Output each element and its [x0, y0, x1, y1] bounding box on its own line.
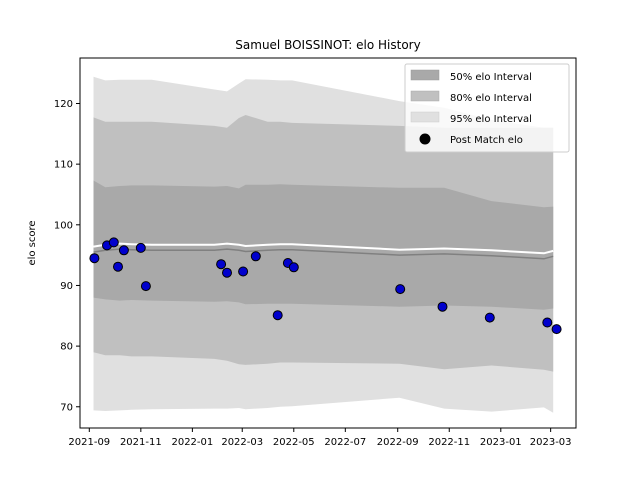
post-match-point [222, 267, 232, 278]
x-tick-label: 2022-09 [377, 437, 419, 448]
legend-marker-post-match [419, 133, 431, 145]
mean-highlight-line [93, 242, 554, 255]
legend-box [404, 63, 570, 153]
legend-label-50: 50% elo Interval [450, 72, 532, 83]
post-match-point [135, 242, 146, 253]
post-match-point [238, 266, 249, 277]
x-tick-label: 2022-11 [428, 437, 470, 448]
y-tick-label: 120 [54, 99, 73, 110]
y-tick-label: 110 [54, 160, 73, 171]
x-axis-ticks: 2021-09 2021-11 2022-01 2022-03 2022-05 2022-… [68, 428, 572, 448]
y-tick-label: 80 [60, 342, 73, 353]
x-tick-label: 2022-05 [273, 437, 315, 448]
post-match-point [395, 284, 406, 295]
x-tick-label: 2022-07 [324, 437, 366, 448]
y-tick-label: 90 [60, 281, 73, 292]
x-tick-label: 2021-09 [68, 437, 110, 448]
x-tick-label: 2022-03 [221, 437, 263, 448]
x-tick-label: 2023-03 [530, 437, 572, 448]
y-axis-label: elo score [27, 220, 38, 265]
post-match-point [113, 261, 123, 272]
x-tick-label: 2023-01 [480, 437, 522, 448]
y-tick-label: 100 [54, 220, 73, 231]
legend-label-80: 80% elo Interval [450, 93, 532, 104]
post-match-point [551, 324, 562, 335]
legend-label-post-match: Post Match elo [450, 135, 523, 146]
chart-title: Samuel BOISSINOT: elo History [235, 38, 420, 52]
y-axis-ticks: 70 80 90 100 110 120 [54, 99, 80, 413]
post-match-point [216, 259, 227, 270]
post-match-point [140, 281, 151, 292]
legend: 50% elo Interval 80% elo Interval 95% el… [404, 63, 570, 153]
post-match-point [108, 237, 119, 248]
post-match-point [288, 262, 299, 273]
post-match-point [542, 317, 553, 328]
post-match-point [437, 301, 448, 312]
legend-label-95: 95% elo Interval [450, 114, 532, 125]
legend-swatch-50 [410, 69, 440, 81]
x-tick-label: 2022-01 [171, 437, 213, 448]
post-match-points [89, 237, 562, 335]
x-tick-label: 2021-11 [120, 437, 162, 448]
post-match-point [118, 245, 129, 256]
legend-swatch-80 [410, 90, 440, 102]
post-match-point [250, 251, 261, 262]
post-match-point [89, 253, 100, 264]
post-match-point [484, 312, 495, 323]
post-match-point [272, 310, 283, 321]
y-tick-label: 70 [60, 402, 73, 413]
legend-swatch-95 [410, 111, 440, 123]
axes-frame [79, 57, 577, 429]
